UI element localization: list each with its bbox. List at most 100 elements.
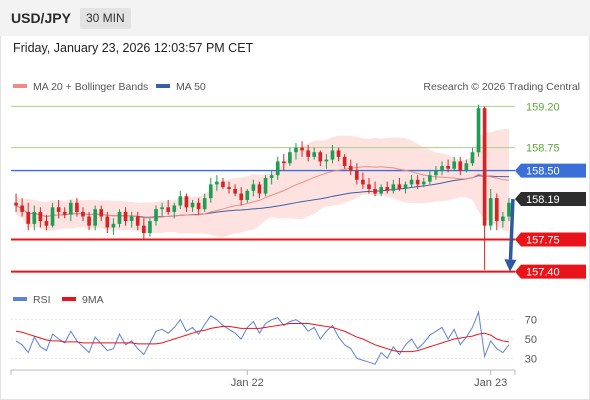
timeframe-badge[interactable]: 30 MIN (80, 8, 131, 29)
forecast-arrow (508, 198, 515, 260)
candle (135, 211, 140, 231)
ma20-legend-label: MA 20 + Bollinger Bands (33, 81, 148, 93)
candle (464, 159, 469, 173)
candle (105, 211, 110, 234)
candle (208, 177, 213, 203)
level-tag-157.75 (515, 232, 586, 247)
candle (196, 198, 201, 215)
candle (488, 188, 493, 231)
candle (166, 199, 171, 215)
level-label-158.50: 158.50 (526, 166, 560, 178)
candle (361, 172, 365, 189)
candle (184, 193, 189, 212)
level-label-158.75: 158.75 (526, 143, 560, 155)
candle (142, 218, 146, 240)
candle (397, 177, 402, 191)
candle (221, 177, 225, 189)
candle (342, 154, 347, 169)
rsi-tick-label: 50 (525, 334, 537, 346)
rsi-legend-swatch (13, 297, 27, 301)
x-tick-label: Jan 22 (231, 377, 264, 389)
candle (281, 154, 286, 171)
candle (434, 166, 438, 180)
candle (239, 187, 244, 206)
candle (172, 202, 177, 219)
candle (330, 144, 335, 164)
x-tick-label: Jan 23 (474, 377, 507, 389)
forecast-arrow-group (504, 198, 517, 272)
candle (123, 207, 128, 226)
instrument-pair: USD/JPY (11, 10, 71, 26)
candle (227, 181, 231, 194)
candle (470, 147, 475, 167)
candle (129, 211, 134, 228)
candle (245, 188, 250, 203)
credit-text: Research © 2026 Trading Central (423, 81, 580, 93)
candle (87, 211, 91, 231)
candle (367, 177, 371, 194)
candle (26, 202, 31, 231)
rsi-tick-label: 70 (525, 315, 537, 327)
ma20-line (15, 166, 510, 219)
level-label-157.40: 157.40 (526, 267, 560, 279)
candle (56, 199, 61, 219)
candle (318, 150, 323, 167)
candle (257, 181, 262, 199)
candle (403, 181, 408, 194)
chart-datetime: Friday, January 23, 2026 12:03:57 PM CET (13, 41, 254, 55)
rsi-legend-label: RSI (33, 294, 51, 306)
level-tag-158.50 (515, 163, 586, 178)
level-labels: 159.20 158.75 158.50 158.19 157.75 157.40 (515, 101, 586, 279)
candle (348, 159, 353, 176)
bollinger-band-area (16, 128, 509, 238)
rsi-ma-line (15, 323, 510, 353)
candle (68, 199, 73, 222)
candle (440, 161, 444, 176)
candle (251, 179, 256, 197)
candle (324, 154, 329, 169)
candle (306, 144, 310, 162)
rsi-ma-legend-label: 9MA (82, 294, 104, 306)
candle (148, 218, 152, 237)
header-bar: USD/JPY 30 MIN (0, 0, 590, 36)
candle (391, 179, 396, 194)
moving-averages (15, 166, 510, 219)
candle (452, 156, 457, 171)
rsi-ma-legend-swatch (62, 297, 76, 301)
ma50-legend-swatch (156, 84, 170, 88)
candle (269, 170, 274, 185)
candle (312, 147, 317, 160)
candle (14, 193, 18, 212)
candle (288, 147, 292, 167)
candle (336, 147, 341, 162)
ma50-legend-label: MA 50 (176, 81, 206, 93)
level-label-157.75: 157.75 (526, 234, 560, 246)
level-tag-157.40 (515, 264, 586, 279)
candle (44, 214, 49, 231)
candle (93, 205, 97, 231)
candle (190, 199, 195, 212)
candle (160, 202, 164, 217)
candle (233, 184, 237, 197)
ma20-legend-swatch (13, 84, 27, 88)
candle (32, 205, 37, 231)
candle (501, 211, 505, 228)
candlestick-series (14, 104, 511, 270)
candle (446, 159, 450, 173)
candle (215, 175, 219, 191)
candle (482, 106, 487, 270)
candle (354, 163, 359, 185)
candle (373, 181, 377, 197)
candle (409, 175, 414, 188)
candle (263, 175, 268, 197)
candle (294, 143, 298, 160)
candle (178, 190, 183, 210)
candle (415, 175, 420, 189)
rsi-tick-label: 30 (525, 353, 537, 365)
candle (154, 205, 158, 226)
candle (428, 170, 432, 185)
level-label-158.19: 158.19 (526, 194, 560, 206)
candle (421, 177, 426, 188)
level-tag-158.19 (515, 192, 586, 207)
